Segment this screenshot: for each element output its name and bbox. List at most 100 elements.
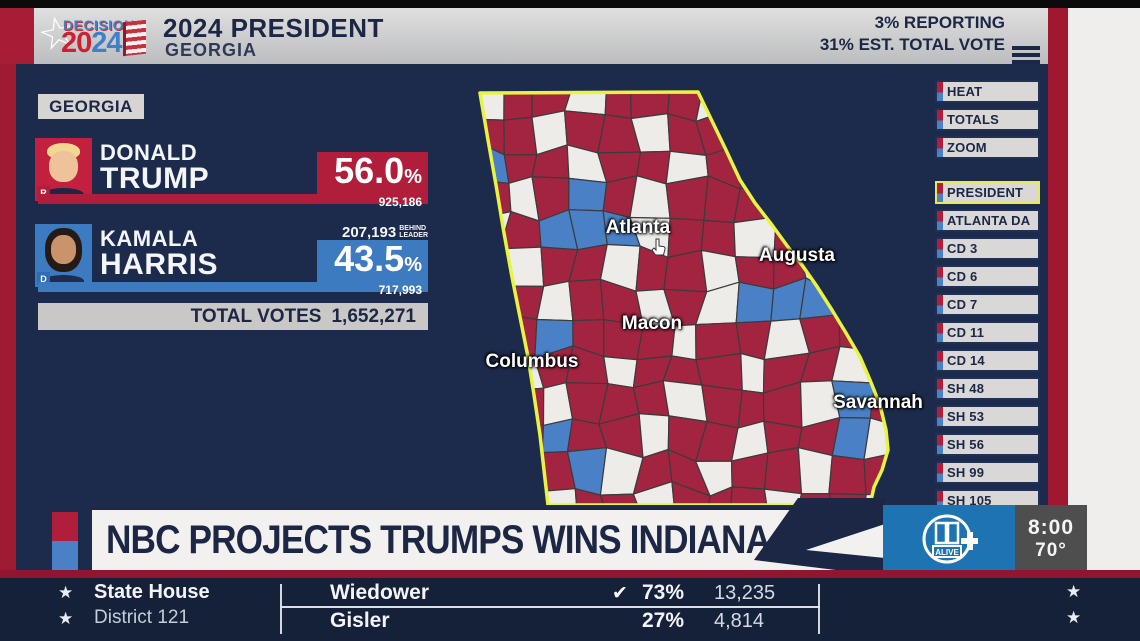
map-county[interactable]	[797, 447, 833, 495]
sidebar-button-cd-3[interactable]: CD 3	[935, 237, 1040, 260]
menu-hamburger-icon[interactable]	[1012, 46, 1040, 67]
map-county[interactable]	[568, 278, 605, 322]
map-county[interactable]	[794, 85, 836, 115]
temperature: 70°	[1035, 539, 1067, 561]
map-county[interactable]	[468, 248, 503, 289]
map-county[interactable]	[774, 175, 801, 218]
map-county[interactable]	[864, 213, 906, 258]
map-county[interactable]	[863, 144, 906, 180]
map-county[interactable]	[863, 176, 906, 225]
sidebar-button-sh-48[interactable]: SH 48	[935, 377, 1040, 400]
sidebar-button-cd-7[interactable]: CD 7	[935, 293, 1040, 316]
map-county[interactable]	[503, 85, 533, 121]
map-county[interactable]	[731, 108, 773, 154]
map-county[interactable]	[703, 486, 733, 505]
map-county[interactable]	[568, 177, 608, 212]
map-county[interactable]	[739, 143, 776, 190]
sidebar-button-cd-6[interactable]: CD 6	[935, 265, 1040, 288]
ticker-pct: 27%	[642, 609, 685, 632]
map-county[interactable]	[563, 85, 608, 116]
map-county[interactable]	[770, 113, 805, 155]
ticker-race-subtitle: District 121	[94, 607, 190, 628]
map-county[interactable]	[599, 493, 645, 505]
map-county[interactable]	[770, 85, 805, 119]
sidebar-button-label: CD 6	[947, 269, 978, 284]
map-county[interactable]	[663, 249, 708, 293]
sidebar-button-label: HEAT	[947, 84, 983, 99]
projection-banner-text: NBC PROJECTS TRUMPS WINS INDIANA	[106, 518, 771, 562]
map-county[interactable]	[771, 152, 801, 189]
map-county[interactable]	[671, 481, 711, 505]
map-county[interactable]	[861, 113, 902, 151]
map-county[interactable]	[763, 447, 803, 495]
ticker-divider	[280, 584, 282, 634]
banner-red-stripe	[52, 512, 78, 541]
star-icon: ★	[1066, 582, 1082, 601]
winner-check-icon: ✔	[612, 583, 628, 604]
map-county[interactable]	[729, 486, 770, 505]
map-county[interactable]	[796, 111, 841, 157]
ticker-pct: 73%	[642, 581, 685, 604]
vote-count-harris: 717,993	[378, 283, 422, 297]
map-county[interactable]	[833, 176, 866, 225]
map-county[interactable]	[498, 452, 543, 497]
sidebar-button-cd-14[interactable]: CD 14	[935, 349, 1040, 372]
map-county[interactable]	[797, 212, 835, 249]
map-county[interactable]	[472, 85, 505, 121]
map-county[interactable]	[863, 417, 901, 461]
ticker-divider	[818, 584, 820, 634]
sidebar-button-totals[interactable]: TOTALS	[935, 108, 1040, 131]
trump-underbar	[38, 194, 317, 204]
map-county[interactable]	[796, 153, 843, 189]
map-county[interactable]	[604, 85, 632, 120]
map-county[interactable]	[828, 88, 872, 115]
map-county[interactable]	[470, 313, 512, 351]
sidebar-button-label: SH 99	[947, 465, 985, 480]
behind-leader-note: 207,193 BEHIND LEADER	[341, 224, 428, 241]
map-county[interactable]	[665, 175, 709, 221]
sidebar-button-zoom[interactable]: ZOOM	[935, 136, 1040, 159]
vote-count-trump: 925,186	[378, 195, 422, 209]
map-county[interactable]	[863, 288, 903, 327]
sidebar-button-president[interactable]: PRESIDENT	[935, 181, 1040, 204]
map-county[interactable]	[467, 447, 501, 497]
map-county[interactable]	[503, 116, 538, 156]
georgia-county-map[interactable]	[450, 85, 930, 505]
map-county[interactable]	[498, 490, 546, 505]
map-county[interactable]	[862, 317, 896, 353]
map-county[interactable]	[735, 281, 775, 324]
sidebar-button-cd-11[interactable]: CD 11	[935, 321, 1040, 344]
map-county[interactable]	[829, 247, 874, 293]
map-county[interactable]	[864, 243, 906, 292]
sidebar-button-label: CD 7	[947, 297, 978, 312]
map-county[interactable]	[603, 356, 638, 389]
map-county[interactable]	[465, 390, 512, 419]
party-stripe-icon	[937, 110, 943, 129]
map-county[interactable]	[466, 492, 510, 505]
map-county[interactable]	[839, 149, 867, 179]
ticker-row-separator	[280, 606, 820, 608]
map-county[interactable]	[763, 488, 803, 505]
sidebar-button-atlanta-da[interactable]: ATLANTA DA	[935, 209, 1040, 232]
map-county[interactable]	[832, 212, 866, 258]
map-county[interactable]	[797, 176, 843, 214]
map-county[interactable]	[828, 111, 867, 157]
map-county[interactable]	[861, 85, 902, 117]
map-county[interactable]	[574, 488, 609, 505]
sidebar-button-label: TOTALS	[947, 112, 999, 127]
sidebar-button-heat[interactable]: HEAT	[935, 80, 1040, 103]
decision-logo-year: 2024	[61, 27, 123, 59]
map-county[interactable]	[740, 352, 765, 394]
map-county[interactable]	[468, 285, 512, 316]
map-county[interactable]	[540, 488, 579, 505]
left-red-stripe	[0, 64, 16, 578]
sidebar-button-sh-56[interactable]: SH 56	[935, 433, 1040, 456]
alive-plus-logo-icon: ALIVE	[922, 514, 978, 563]
sidebar-button-sh-99[interactable]: SH 99	[935, 461, 1040, 484]
map-county[interactable]	[828, 454, 867, 496]
map-county[interactable]	[465, 413, 502, 460]
map-county[interactable]	[632, 481, 677, 505]
sidebar-button-sh-53[interactable]: SH 53	[935, 405, 1040, 428]
map-county[interactable]	[731, 85, 773, 119]
